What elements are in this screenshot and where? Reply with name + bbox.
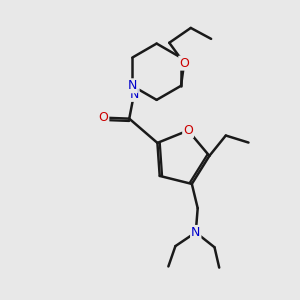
Text: O: O [179, 57, 189, 70]
Text: O: O [98, 111, 108, 124]
Text: N: N [129, 88, 139, 101]
Text: O: O [183, 124, 193, 137]
Text: N: N [128, 79, 137, 92]
Text: N: N [191, 226, 200, 239]
